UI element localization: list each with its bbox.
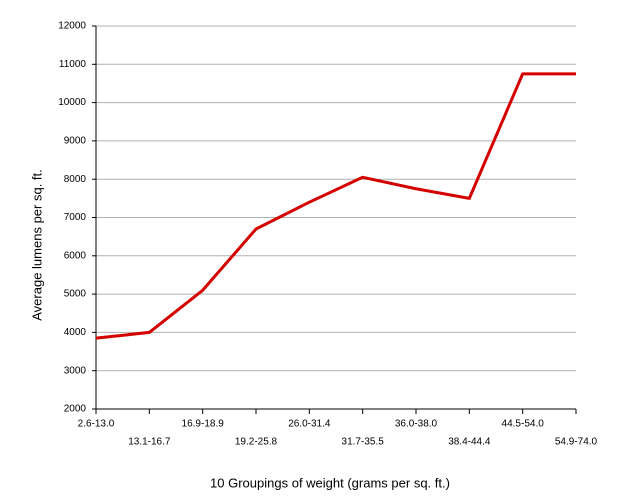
x-tick-label: 44.5-54.0 xyxy=(502,419,545,430)
x-tick-label: 38.4-44.4 xyxy=(448,437,491,448)
y-tick-label: 10000 xyxy=(58,97,86,108)
y-tick-label: 9000 xyxy=(64,136,87,147)
x-tick-label: 13.1-16.7 xyxy=(128,437,171,448)
x-tick-label: 2.6-13.0 xyxy=(78,419,115,430)
y-tick-label: 12000 xyxy=(58,21,86,32)
y-tick-label: 4000 xyxy=(64,327,87,338)
y-tick-label: 7000 xyxy=(64,212,87,223)
y-tick-label: 5000 xyxy=(64,289,87,300)
y-axis-title: Average lumens per sq. ft. xyxy=(29,169,44,321)
x-tick-label: 31.7-35.5 xyxy=(342,437,385,448)
data-line xyxy=(95,72,576,340)
x-tick-label: 19.2-25.8 xyxy=(235,437,278,448)
y-tick-label: 11000 xyxy=(59,59,87,70)
x-tick-label: 36.0-38.0 xyxy=(395,419,438,430)
y-tick-label: 2000 xyxy=(64,404,87,415)
x-tick-label: 54.9-74.0 xyxy=(555,437,598,448)
x-axis-title: 10 Groupings of weight (grams per sq. ft… xyxy=(210,475,450,490)
x-tick-label: 16.9-18.9 xyxy=(182,419,225,430)
x-tick-label: 26.0-31.4 xyxy=(288,419,331,430)
y-tick-label: 6000 xyxy=(64,250,87,261)
y-tick-label: 3000 xyxy=(64,365,87,376)
y-tick-label: 8000 xyxy=(64,174,87,185)
